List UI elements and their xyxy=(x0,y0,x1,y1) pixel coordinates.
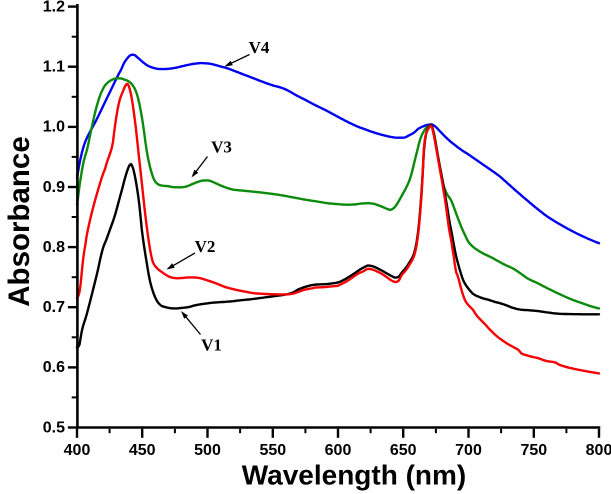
svg-text:0.9: 0.9 xyxy=(43,179,65,196)
svg-text:500: 500 xyxy=(194,442,221,459)
svg-text:0.8: 0.8 xyxy=(43,239,65,256)
svg-text:0.7: 0.7 xyxy=(43,299,65,316)
svg-text:600: 600 xyxy=(325,442,352,459)
svg-text:V4: V4 xyxy=(249,38,270,57)
svg-text:V2: V2 xyxy=(195,237,216,256)
svg-text:1.0: 1.0 xyxy=(43,119,65,136)
svg-text:550: 550 xyxy=(259,442,286,459)
svg-text:800: 800 xyxy=(586,442,611,459)
svg-text:1.1: 1.1 xyxy=(43,59,65,76)
svg-text:Wavelength (nm): Wavelength (nm) xyxy=(242,460,467,491)
svg-text:700: 700 xyxy=(455,442,482,459)
svg-text:750: 750 xyxy=(520,442,547,459)
svg-text:450: 450 xyxy=(129,442,156,459)
svg-text:400: 400 xyxy=(64,442,91,459)
svg-text:0.5: 0.5 xyxy=(43,419,65,436)
svg-text:650: 650 xyxy=(390,442,417,459)
svg-text:V1: V1 xyxy=(201,336,222,355)
svg-text:0.6: 0.6 xyxy=(43,359,65,376)
svg-text:1.2: 1.2 xyxy=(43,0,65,15)
svg-text:V3: V3 xyxy=(211,138,232,157)
svg-text:Absorbance: Absorbance xyxy=(3,136,36,307)
